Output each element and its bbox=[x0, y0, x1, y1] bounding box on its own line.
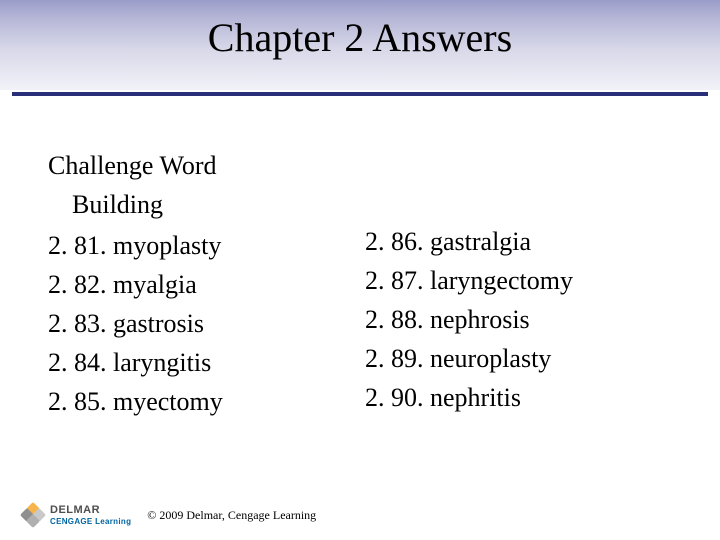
answer-line: 2. 84. laryngitis bbox=[48, 343, 355, 382]
logo-subbrand: CENGAGE Learning bbox=[50, 518, 131, 526]
answer-line: 2. 81. myoplasty bbox=[48, 226, 355, 265]
section-heading-line2: Building bbox=[48, 187, 355, 222]
header-band: Chapter 2 Answers bbox=[0, 0, 720, 90]
logo-brand: DELMAR bbox=[50, 505, 131, 516]
content-area: Challenge Word Building 2. 81. myoplasty… bbox=[48, 148, 672, 421]
answer-line: 2. 86. gastralgia bbox=[365, 222, 672, 261]
publisher-logo: DELMAR CENGAGE Learning bbox=[22, 504, 131, 526]
answer-line: 2. 83. gastrosis bbox=[48, 304, 355, 343]
answer-line: 2. 85. myectomy bbox=[48, 382, 355, 421]
answer-line: 2. 87. laryngectomy bbox=[365, 261, 672, 300]
answer-line: 2. 82. myalgia bbox=[48, 265, 355, 304]
section-heading-line1: Challenge Word bbox=[48, 148, 355, 183]
chapter-title: Chapter 2 Answers bbox=[0, 14, 720, 61]
answer-line: 2. 89. neuroplasty bbox=[365, 339, 672, 378]
logo-mark-icon bbox=[22, 504, 44, 526]
left-column: Challenge Word Building 2. 81. myoplasty… bbox=[48, 148, 365, 421]
logo-text: DELMAR CENGAGE Learning bbox=[50, 505, 131, 526]
copyright-text: © 2009 Delmar, Cengage Learning bbox=[147, 508, 316, 523]
answer-line: 2. 88. nephrosis bbox=[365, 300, 672, 339]
footer: DELMAR CENGAGE Learning © 2009 Delmar, C… bbox=[22, 504, 316, 526]
divider-line bbox=[12, 92, 708, 96]
right-column: 2. 86. gastralgia 2. 87. laryngectomy 2.… bbox=[365, 148, 672, 421]
answer-line: 2. 90. nephritis bbox=[365, 378, 672, 417]
